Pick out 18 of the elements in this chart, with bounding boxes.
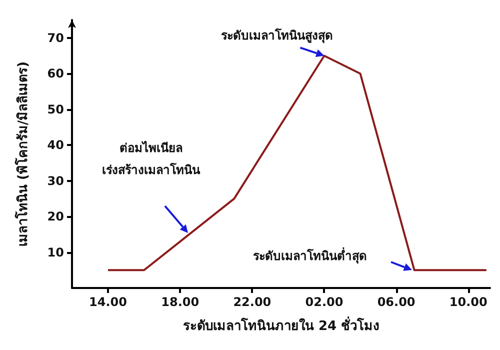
x-tick-label: 06.00 — [377, 295, 416, 309]
x-tick-label: 18.00 — [161, 295, 200, 309]
y-tick-label: 60 — [47, 66, 64, 81]
y-tick-label: 40 — [47, 138, 64, 152]
x-axis-title: ระดับเมลาโทนินภายใน 24 ชั่วโมง — [182, 316, 380, 334]
annotation: ระดับเมลาโทนินสูงสุด — [221, 28, 334, 44]
x-tick-label: 02.00 — [305, 295, 344, 309]
y-tick-label: 10 — [47, 245, 64, 260]
x-tick-label: 22.00 — [233, 295, 272, 309]
y-tick-label: 30 — [47, 174, 64, 188]
y-tick-label: 20 — [47, 210, 64, 224]
annotation: ระดับเมลาโทนินต่ำสุด — [253, 247, 367, 264]
x-tick-label: 10.00 — [449, 295, 488, 309]
annotation: ต่อมไพเนียล เร่งสร้างเมลาโทนิน — [102, 140, 201, 177]
y-tick-label: 70 — [47, 30, 64, 45]
y-tick-label: 50 — [47, 102, 64, 116]
x-tick-label: 14.00 — [89, 295, 128, 309]
y-axis-title: เมลาโทนิน (พิโคกรัม/มิลลิเมตร) — [14, 61, 31, 247]
